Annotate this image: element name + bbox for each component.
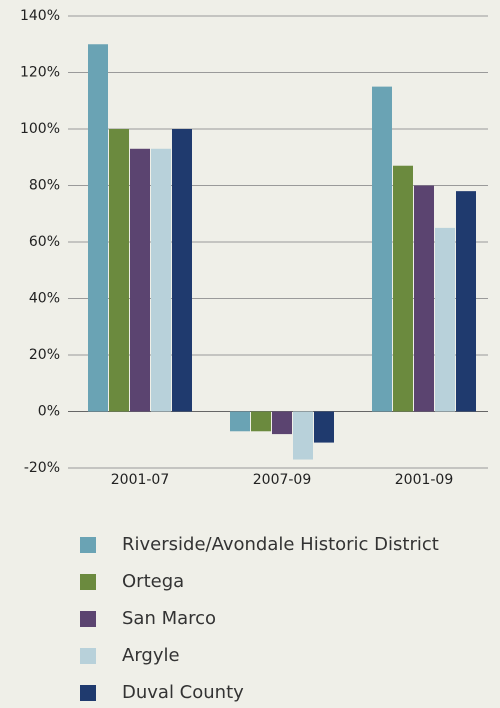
legend-swatch	[80, 611, 96, 627]
y-tick-label: -20%	[24, 460, 60, 476]
bar	[293, 411, 313, 460]
legend-label: Argyle	[122, 645, 180, 666]
legend-swatch	[80, 685, 96, 701]
y-tick-label: 80%	[29, 178, 60, 194]
y-tick-label: 40%	[29, 291, 60, 307]
x-tick-label: 2007-09	[253, 472, 312, 488]
legend-swatch	[80, 537, 96, 553]
bar	[88, 44, 108, 412]
y-tick-label: 60%	[29, 234, 60, 250]
y-tick-label: 20%	[29, 347, 60, 363]
legend-label: Riverside/Avondale Historic District	[122, 534, 439, 555]
bar	[151, 148, 171, 412]
legend-swatch	[80, 648, 96, 664]
bar	[251, 411, 271, 432]
bar	[109, 129, 129, 412]
bar	[230, 411, 250, 432]
bar	[393, 165, 413, 412]
bar	[130, 148, 150, 412]
bar	[372, 86, 392, 412]
bar	[456, 191, 476, 412]
y-tick-label: 120%	[20, 65, 60, 81]
legend-label: San Marco	[122, 608, 216, 629]
bar	[172, 129, 192, 412]
bar	[314, 411, 334, 443]
y-tick-label: 100%	[20, 121, 60, 137]
legend-swatch	[80, 574, 96, 590]
bar	[414, 185, 434, 412]
x-tick-label: 2001-07	[111, 472, 170, 488]
legend-label: Ortega	[122, 571, 184, 592]
y-tick-label: 0%	[38, 404, 60, 420]
x-tick-label: 2001-09	[395, 472, 454, 488]
bar	[435, 227, 455, 412]
legend-label: Duval County	[122, 682, 244, 703]
y-tick-label: 140%	[20, 8, 60, 24]
bar	[272, 411, 292, 435]
